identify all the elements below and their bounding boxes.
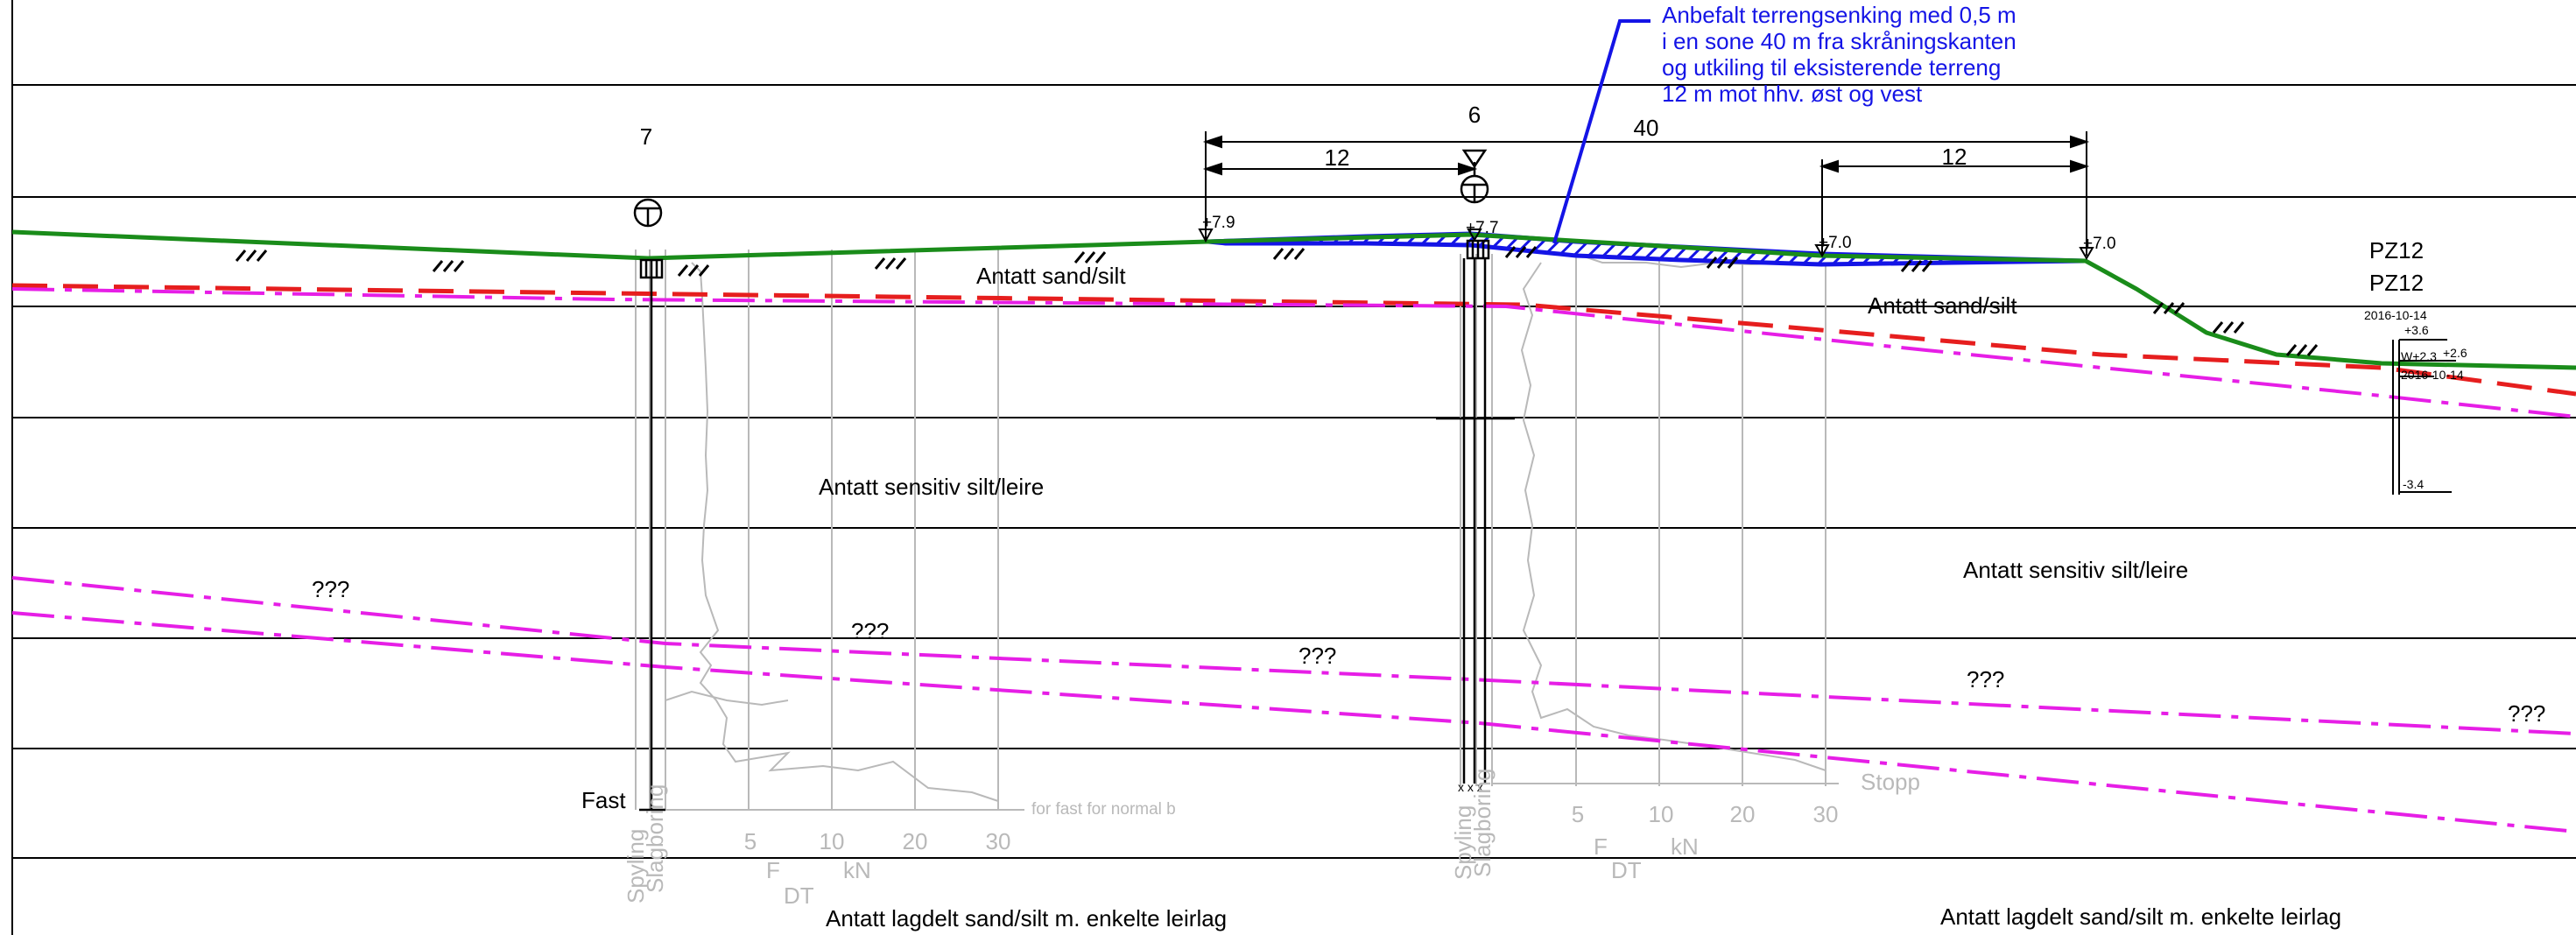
sounding-7-kn: kN bbox=[843, 857, 871, 883]
sounding-7-tick-30: 30 bbox=[986, 828, 1011, 854]
terrain-line bbox=[11, 229, 2576, 370]
pz12-piezometer bbox=[2392, 339, 2456, 495]
sounding-7-f: F bbox=[766, 857, 780, 883]
unknown-boundary-3: ??? bbox=[1299, 643, 1336, 669]
sounding-6-tick-5: 5 bbox=[1572, 801, 1584, 827]
sounding-7-fast: Fast bbox=[581, 787, 626, 813]
unknown-boundary-2: ??? bbox=[851, 618, 889, 644]
borehole-7-label: 7 bbox=[640, 123, 652, 150]
sounding-6-tick-20: 20 bbox=[1730, 801, 1756, 827]
elevation-grid bbox=[11, 0, 2576, 935]
pz12-date-1: 2016-10-14 bbox=[2364, 308, 2427, 322]
annotation-line-2: i en sone 40 m fra skråningskanten bbox=[1662, 28, 2016, 54]
sounding-7-tick-20: 20 bbox=[903, 828, 928, 854]
sounding-6-spyling: Spyling bbox=[1450, 805, 1476, 880]
sounding-6-slagboring: Slagboring bbox=[1469, 769, 1496, 877]
dimension-left: 12 bbox=[1325, 144, 1350, 171]
sounding-7-tick-10: 10 bbox=[820, 828, 845, 854]
pz12-sublabel: PZ12 bbox=[2369, 270, 2424, 296]
pz12-bottom: -3.4 bbox=[2403, 477, 2424, 491]
sounding-7 bbox=[635, 250, 1024, 811]
red-dashed-boundary bbox=[11, 283, 2576, 397]
sounding-7-spyling: Spyling bbox=[623, 829, 649, 903]
sounding-6-tick-10: 10 bbox=[1649, 801, 1674, 827]
layer-layered-left: Antatt lagdelt sand/silt m. enkelte leir… bbox=[826, 905, 1227, 931]
layer-layered-right: Antatt lagdelt sand/silt m. enkelte leir… bbox=[1940, 903, 2341, 930]
sounding-7-note: for fast for normal b bbox=[1031, 800, 1176, 819]
dimension-lines bbox=[1202, 131, 2090, 256]
pz12-date-2: 2016-10-14 bbox=[2401, 368, 2464, 382]
dimension-total: 40 bbox=[1634, 115, 1659, 141]
sounding-7-slagboring: Slagboring bbox=[642, 784, 668, 893]
elevation-c: +7.0 bbox=[1819, 234, 1852, 252]
pz12-water: W+2.3 bbox=[2401, 349, 2437, 363]
sounding-6-kn: kN bbox=[1671, 833, 1699, 860]
elevation-markers bbox=[1198, 228, 2094, 260]
sounding-6 bbox=[1460, 253, 1839, 786]
pz12-label: PZ12 bbox=[2369, 237, 2424, 264]
sounding-7-dt: DT bbox=[784, 882, 814, 909]
sounding-6-marks: x x x bbox=[1458, 780, 1483, 794]
layer-sensitive-left: Antatt sensitiv silt/leire bbox=[819, 474, 1044, 500]
sounding-6-tick-30: 30 bbox=[1813, 801, 1839, 827]
annotation-line-1: Anbefalt terrengsenking med 0,5 m bbox=[1662, 2, 2016, 28]
borehole-7-marker bbox=[633, 198, 665, 812]
borehole-6-label: 6 bbox=[1468, 102, 1481, 128]
annotation-line-3: og utkiling til eksisterende terreng bbox=[1662, 54, 2001, 81]
elevation-b: +7.7 bbox=[1466, 219, 1499, 237]
pz12-top: +3.6 bbox=[2404, 323, 2429, 337]
elevation-a: +7.9 bbox=[1202, 214, 1235, 232]
sounding-6-stopp: Stopp bbox=[1861, 769, 1920, 795]
sounding-7-tick-5: 5 bbox=[744, 828, 757, 854]
layer-sand-left: Antatt sand/silt bbox=[976, 263, 1126, 289]
dimension-right: 12 bbox=[1942, 144, 1967, 170]
magenta-dashdot-boundaries bbox=[11, 287, 2576, 833]
layer-sensitive-right: Antatt sensitiv silt/leire bbox=[1963, 557, 2188, 583]
unknown-boundary-1: ??? bbox=[312, 576, 349, 602]
sounding-6-dt: DT bbox=[1611, 857, 1642, 883]
unknown-boundary-4: ??? bbox=[1967, 666, 2004, 692]
annotation-leader bbox=[1552, 19, 1650, 244]
unknown-boundary-5: ??? bbox=[2508, 700, 2545, 727]
borehole-6-marker bbox=[1436, 149, 1515, 784]
pz12-water-value: +2.6 bbox=[2443, 346, 2467, 360]
annotation-line-4: 12 m mot hhv. øst og vest bbox=[1662, 81, 1923, 107]
ground-hatch-marks bbox=[235, 246, 2319, 356]
layer-sand-right: Antatt sand/silt bbox=[1868, 292, 2017, 319]
sounding-6-f: F bbox=[1594, 833, 1608, 860]
elevation-d: +7.0 bbox=[2083, 235, 2116, 253]
